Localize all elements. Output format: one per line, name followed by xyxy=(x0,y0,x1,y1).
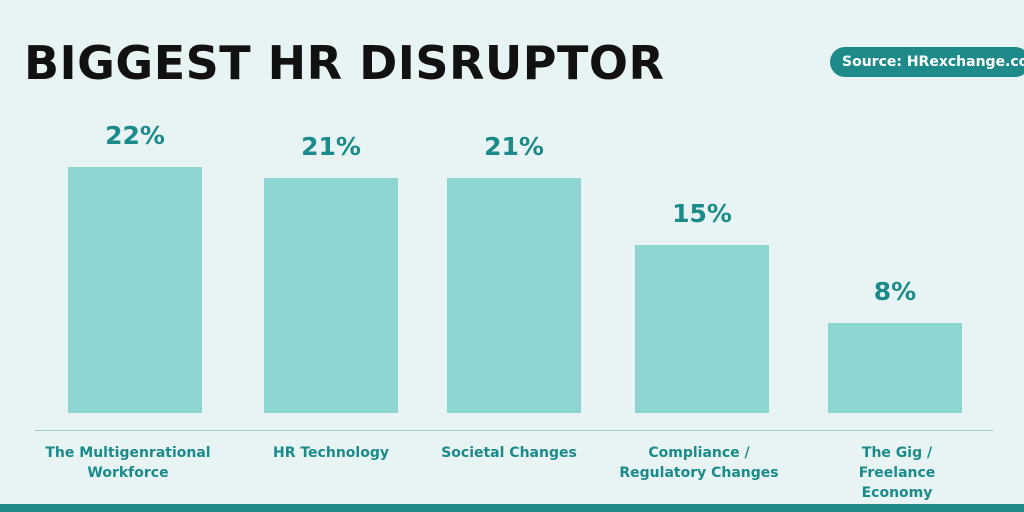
value-label: 15% xyxy=(672,199,732,228)
source-badge: Source: HRexchange.com xyxy=(830,47,1024,77)
value-label: 8% xyxy=(873,277,917,307)
bar xyxy=(264,177,398,413)
category-label: The Multigenrational Workforce xyxy=(45,445,211,481)
category-label: HR Technology xyxy=(273,445,389,461)
baseline xyxy=(35,430,993,431)
category-label: The Gig / Freelance Economy xyxy=(858,445,936,501)
footer-strip xyxy=(0,504,1024,512)
bar xyxy=(447,177,581,413)
bar xyxy=(635,245,769,413)
bar xyxy=(68,166,202,413)
category-label: Societal Changes xyxy=(441,445,577,461)
value-label: 22% xyxy=(105,120,165,150)
chart-title: BIGGEST HR DISRUPTOR xyxy=(24,36,665,90)
value-label: 21% xyxy=(301,131,361,161)
category-label: Compliance / Regulatory Changes xyxy=(619,445,779,481)
bar xyxy=(828,323,962,413)
value-label: 21% xyxy=(484,131,544,161)
